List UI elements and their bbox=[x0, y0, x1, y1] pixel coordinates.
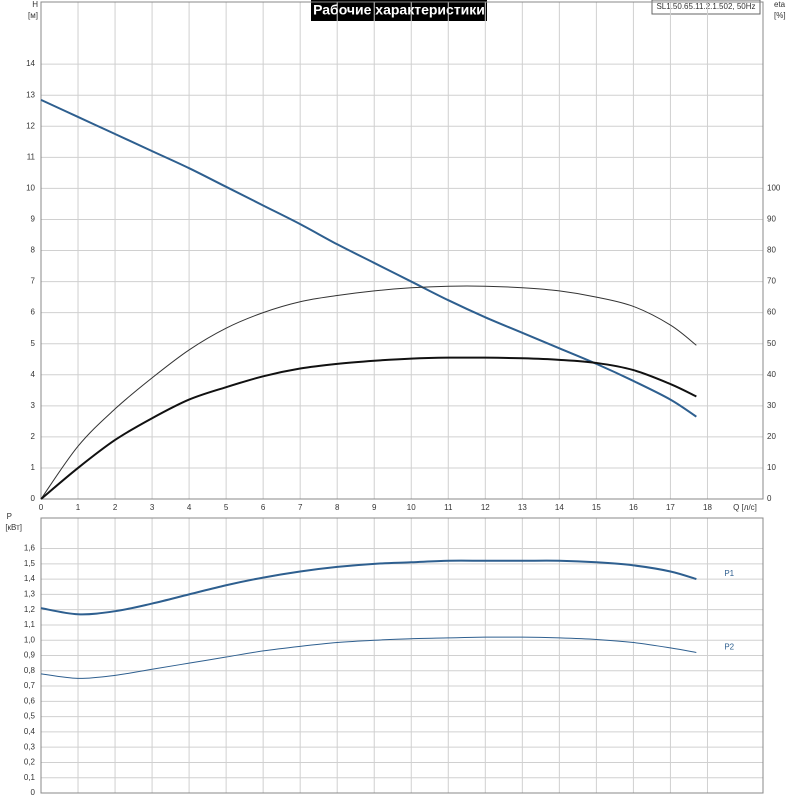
x-tick-label: 15 bbox=[592, 503, 601, 512]
y-tick-label: 0,2 bbox=[24, 758, 36, 767]
y-tick-label: 0,8 bbox=[24, 666, 36, 675]
y-tick-label: 6 bbox=[31, 308, 36, 317]
y-tick-label: 10 bbox=[26, 183, 35, 192]
y-tick-label: 1,1 bbox=[24, 620, 36, 629]
y-tick-label: 7 bbox=[31, 277, 36, 286]
y-tick-label: 0 bbox=[31, 788, 36, 797]
x-tick-label: 17 bbox=[666, 503, 675, 512]
series-line bbox=[40, 356, 697, 500]
x-tick-label: 11 bbox=[444, 503, 453, 512]
y-tick-label: 2 bbox=[31, 432, 36, 441]
y-tick-label: 0,9 bbox=[24, 651, 36, 660]
x-tick-label: 13 bbox=[518, 503, 527, 512]
y2-tick-label: 60 bbox=[767, 308, 776, 317]
x-tick-label: 9 bbox=[372, 503, 377, 512]
plot-frame bbox=[40, 1, 764, 500]
x-tick-label: 14 bbox=[555, 503, 564, 512]
y-axis-unit: [кВт] bbox=[5, 523, 22, 532]
y-tick-label: 0 bbox=[31, 494, 36, 503]
y-tick-label: 5 bbox=[31, 339, 36, 348]
x-tick-label: 4 bbox=[187, 503, 192, 512]
y2-axis-unit: [%] bbox=[774, 11, 786, 20]
y-tick-label: 4 bbox=[31, 370, 36, 379]
y-tick-label: 0,7 bbox=[24, 681, 36, 690]
y-tick-label: 1,3 bbox=[24, 589, 36, 598]
y-tick-label: 1,6 bbox=[24, 544, 36, 553]
y-tick-label: 1,2 bbox=[24, 605, 36, 614]
y-tick-label: 1,0 bbox=[24, 635, 36, 644]
y-tick-label: 1,5 bbox=[24, 559, 36, 568]
y2-tick-label: 80 bbox=[767, 246, 776, 255]
x-tick-label: 3 bbox=[150, 503, 155, 512]
x-tick-label: 0 bbox=[39, 503, 44, 512]
series-line bbox=[40, 285, 697, 500]
x-tick-label: 12 bbox=[481, 503, 490, 512]
y-tick-label: 12 bbox=[26, 121, 35, 130]
y-tick-label: 9 bbox=[31, 215, 36, 224]
y-tick-label: 3 bbox=[31, 401, 36, 410]
plot-frame bbox=[40, 517, 764, 794]
y2-tick-label: 30 bbox=[767, 401, 776, 410]
x-tick-label: 10 bbox=[407, 503, 416, 512]
x-tick-label: 8 bbox=[335, 503, 340, 512]
y2-tick-label: 50 bbox=[767, 339, 776, 348]
y-axis-label: P bbox=[7, 512, 12, 521]
y2-tick-label: 70 bbox=[767, 277, 776, 286]
y-tick-label: 13 bbox=[26, 90, 35, 99]
y-tick-label: 0,5 bbox=[24, 712, 36, 721]
x-axis-label: Q [л/с] bbox=[733, 503, 757, 512]
annotation: SL1.50.65.11.2.1.502, 50Hz bbox=[656, 2, 755, 11]
x-tick-label: 16 bbox=[629, 503, 638, 512]
y2-tick-label: 20 bbox=[767, 432, 776, 441]
x-tick-label: 2 bbox=[113, 503, 118, 512]
series-label: P2 bbox=[724, 643, 734, 652]
y-tick-label: 8 bbox=[31, 246, 36, 255]
y-axis-label: H bbox=[32, 0, 38, 9]
chart-title: Рабочие характеристики bbox=[313, 2, 485, 18]
y-tick-label: 0,4 bbox=[24, 727, 36, 736]
title-box bbox=[311, 0, 487, 21]
y2-axis-label: eta bbox=[774, 0, 786, 9]
y2-tick-label: 0 bbox=[767, 494, 772, 503]
y-tick-label: 1 bbox=[31, 463, 36, 472]
y2-tick-label: 90 bbox=[767, 215, 776, 224]
annotation-box bbox=[651, 0, 761, 15]
y2-tick-label: 10 bbox=[767, 463, 776, 472]
x-tick-label: 18 bbox=[703, 503, 712, 512]
x-tick-label: 7 bbox=[298, 503, 303, 512]
x-tick-label: 5 bbox=[224, 503, 229, 512]
series-line bbox=[40, 636, 697, 679]
y-tick-label: 0,3 bbox=[24, 742, 36, 751]
y-tick-label: 14 bbox=[26, 59, 35, 68]
y2-tick-label: 100 bbox=[767, 183, 781, 192]
series-line bbox=[40, 559, 697, 616]
x-tick-label: 6 bbox=[261, 503, 266, 512]
y-tick-label: 0,1 bbox=[24, 773, 36, 782]
y-axis-unit: [м] bbox=[28, 11, 38, 20]
x-tick-label: 1 bbox=[76, 503, 81, 512]
series-label: P1 bbox=[724, 569, 734, 578]
y-tick-label: 1,4 bbox=[24, 574, 36, 583]
y-tick-label: 11 bbox=[27, 152, 36, 161]
y-tick-label: 0,6 bbox=[24, 696, 36, 705]
series-line bbox=[40, 98, 697, 418]
y2-tick-label: 40 bbox=[767, 370, 776, 379]
